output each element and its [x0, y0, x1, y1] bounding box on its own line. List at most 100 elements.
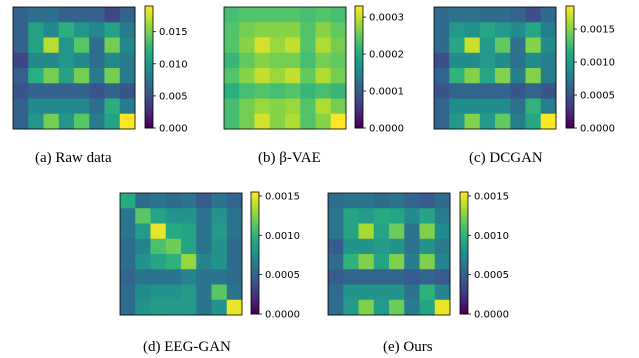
heatmap-cell	[120, 269, 136, 285]
heatmap-cell	[358, 254, 375, 270]
heatmap-cell	[224, 83, 240, 99]
heatmap-cell	[120, 223, 136, 240]
colorbar-segment	[145, 103, 153, 107]
colorbar-segment	[251, 279, 259, 282]
colorbar-segment	[460, 218, 468, 221]
heatmap-cell	[464, 113, 481, 130]
heatmap-cell	[285, 22, 301, 38]
colorbar-segment	[566, 107, 574, 111]
heatmap-cell	[373, 284, 390, 301]
colorbar-segment	[460, 277, 468, 280]
heatmap-cell	[104, 37, 121, 54]
heatmap-cell	[479, 37, 496, 54]
heatmap-cell	[181, 284, 197, 301]
heatmap-cell	[389, 208, 405, 224]
colorbar-tick-label: 0.0000	[265, 310, 300, 321]
heatmap-cell	[135, 254, 151, 270]
heatmap-cell	[404, 269, 420, 285]
colorbar-segment	[460, 234, 468, 238]
colorbar-segment	[355, 18, 363, 21]
colorbar-segment	[460, 275, 468, 278]
heatmap-cell	[330, 37, 347, 54]
colorbar-segment	[251, 250, 259, 254]
colorbar-segment	[566, 50, 574, 54]
colorbar-segment	[460, 289, 468, 293]
colorbar-segment	[460, 238, 468, 242]
heatmap-cell	[373, 238, 390, 255]
colorbar-tick-label: 0.015	[159, 27, 188, 38]
colorbar-segment	[145, 10, 153, 13]
heatmap-cell	[224, 113, 240, 130]
heatmap-cell	[540, 113, 557, 130]
colorbar-segment	[355, 32, 363, 35]
colorbar-segment	[355, 46, 363, 50]
colorbar-segment	[145, 95, 153, 98]
heatmap-cell	[300, 37, 316, 54]
heatmap-cell	[43, 22, 60, 38]
colorbar-segment	[251, 196, 259, 199]
colorbar-tick-label: 0.0010	[474, 231, 509, 242]
heatmap-cell	[13, 68, 29, 84]
colorbar-segment	[566, 64, 574, 68]
colorbar-segment	[355, 64, 363, 68]
heatmap-cell	[226, 238, 243, 255]
colorbar-segment	[566, 117, 574, 121]
heatmap-cell	[150, 284, 167, 301]
heatmap-cell	[510, 83, 526, 99]
colorbar-tick-label: 0.0005	[580, 91, 615, 102]
heatmap-cell	[28, 37, 44, 54]
colorbar-segment	[251, 222, 259, 226]
colorbar-segment	[145, 107, 153, 111]
colorbar-segment	[460, 253, 468, 256]
colorbar-segment	[460, 216, 468, 219]
heatmap-cell	[89, 7, 105, 23]
heatmap-cell	[181, 254, 197, 270]
colorbar-segment	[566, 123, 574, 127]
colorbar-segment	[460, 202, 468, 205]
colorbar-segment	[566, 99, 574, 103]
heatmap-cell	[449, 7, 465, 23]
colorbar-segment	[145, 73, 153, 76]
colorbar-segment	[355, 121, 363, 125]
colorbar-segment	[145, 105, 153, 109]
colorbar-segment	[251, 242, 259, 246]
colorbar-segment	[460, 269, 468, 272]
colorbar-segment	[566, 125, 574, 129]
heatmap-cell	[43, 7, 60, 23]
colorbar-segment	[355, 85, 363, 88]
heatmap-cell	[135, 269, 151, 285]
heatmap-panel-eeg-gan: 0.0000 0.0005 0.0010 0.0015 (d) EEG-GAN	[119, 191, 300, 355]
heatmap-cell	[119, 98, 136, 115]
colorbar-segment	[460, 301, 468, 305]
colorbar-segment	[355, 99, 363, 103]
heatmap-cell	[389, 269, 405, 285]
colorbar-segment	[566, 71, 574, 74]
heatmap-cell	[43, 83, 60, 99]
heatmap-cell	[315, 68, 332, 84]
heatmap-cell	[58, 22, 75, 38]
colorbar-segment	[566, 93, 574, 96]
colorbar-segment	[145, 117, 153, 121]
heatmap-cell	[540, 68, 557, 84]
heatmap-cell	[330, 22, 347, 38]
heatmap-cell	[269, 7, 286, 23]
colorbar-segment	[460, 259, 468, 262]
heatmap-frame	[119, 192, 243, 316]
colorbar-segment	[355, 91, 363, 94]
heatmap-cell	[389, 254, 405, 270]
heatmap-cell	[135, 223, 151, 240]
heatmap-cell	[510, 22, 526, 38]
heatmap-cell	[540, 98, 557, 115]
colorbar-segment	[145, 38, 153, 42]
colorbar-segment	[355, 79, 363, 82]
colorbar-segment	[566, 52, 574, 56]
heatmap-cell	[120, 299, 136, 316]
colorbar-segment	[566, 36, 574, 40]
heatmap-cell	[165, 299, 182, 316]
heatmap-cell	[119, 7, 136, 23]
heatmap-cell	[525, 68, 542, 84]
colorbar-frame	[250, 191, 260, 315]
colorbar-segment	[460, 295, 468, 299]
heatmap-cell	[315, 98, 332, 115]
heatmap-cell	[239, 22, 255, 38]
